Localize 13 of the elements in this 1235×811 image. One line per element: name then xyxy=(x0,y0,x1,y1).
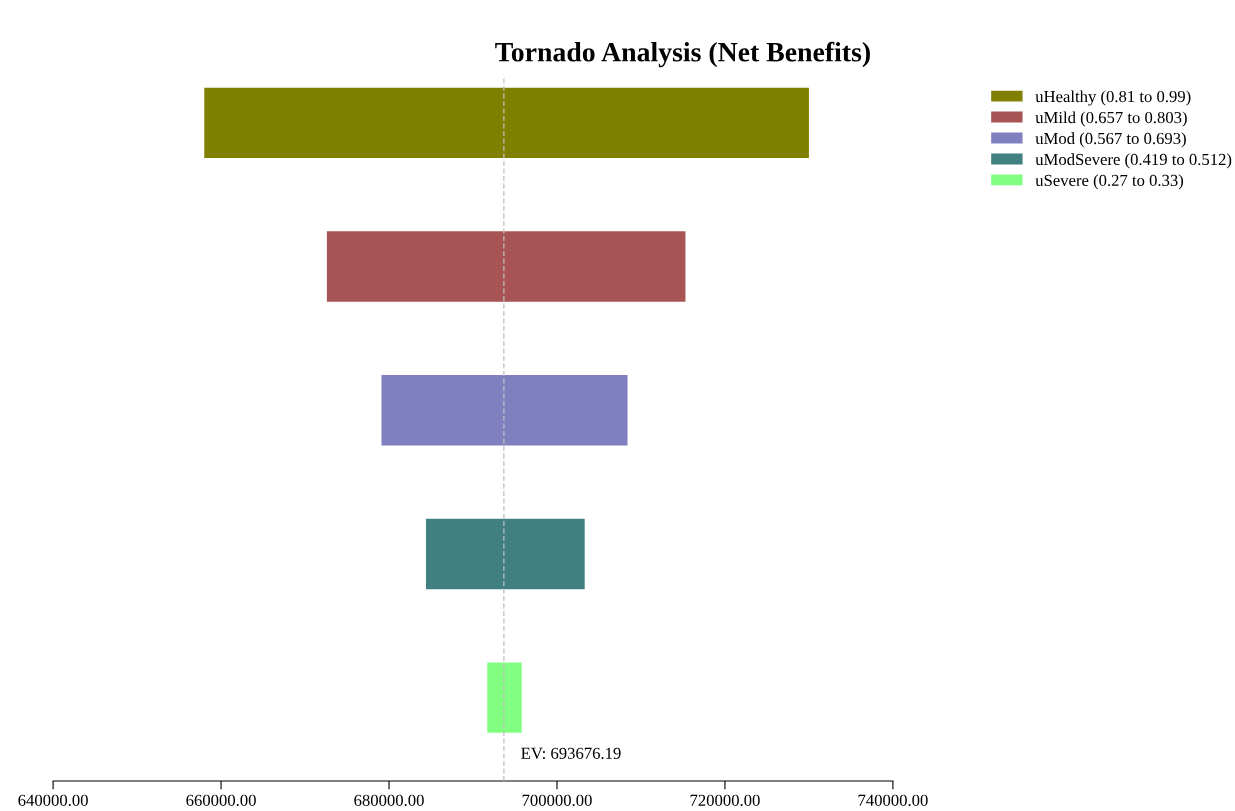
legend-label: uModSevere (0.419 to 0.512) xyxy=(1035,153,1232,169)
x-tick-label: 640000.00 xyxy=(18,794,88,806)
x-tick-label: 740000.00 xyxy=(858,794,928,806)
x-tick-label: 700000.00 xyxy=(522,794,592,806)
legend-label: uSevere (0.27 to 0.33) xyxy=(1035,174,1184,190)
x-tick-label: 720000.00 xyxy=(690,794,760,806)
chart-title: Tornado Analysis (Net Benefits) xyxy=(495,41,870,68)
ref-line-label: EV: 693676.19 xyxy=(521,747,621,760)
x-tick-label: 660000.00 xyxy=(186,794,256,806)
legend-label: uMod (0.567 to 0.693) xyxy=(1035,132,1186,148)
legend-label: uMild (0.657 to 0.803) xyxy=(1035,111,1187,127)
legend-label: uHealthy (0.81 to 0.99) xyxy=(1035,90,1191,106)
x-tick-label: 680000.00 xyxy=(354,794,424,806)
